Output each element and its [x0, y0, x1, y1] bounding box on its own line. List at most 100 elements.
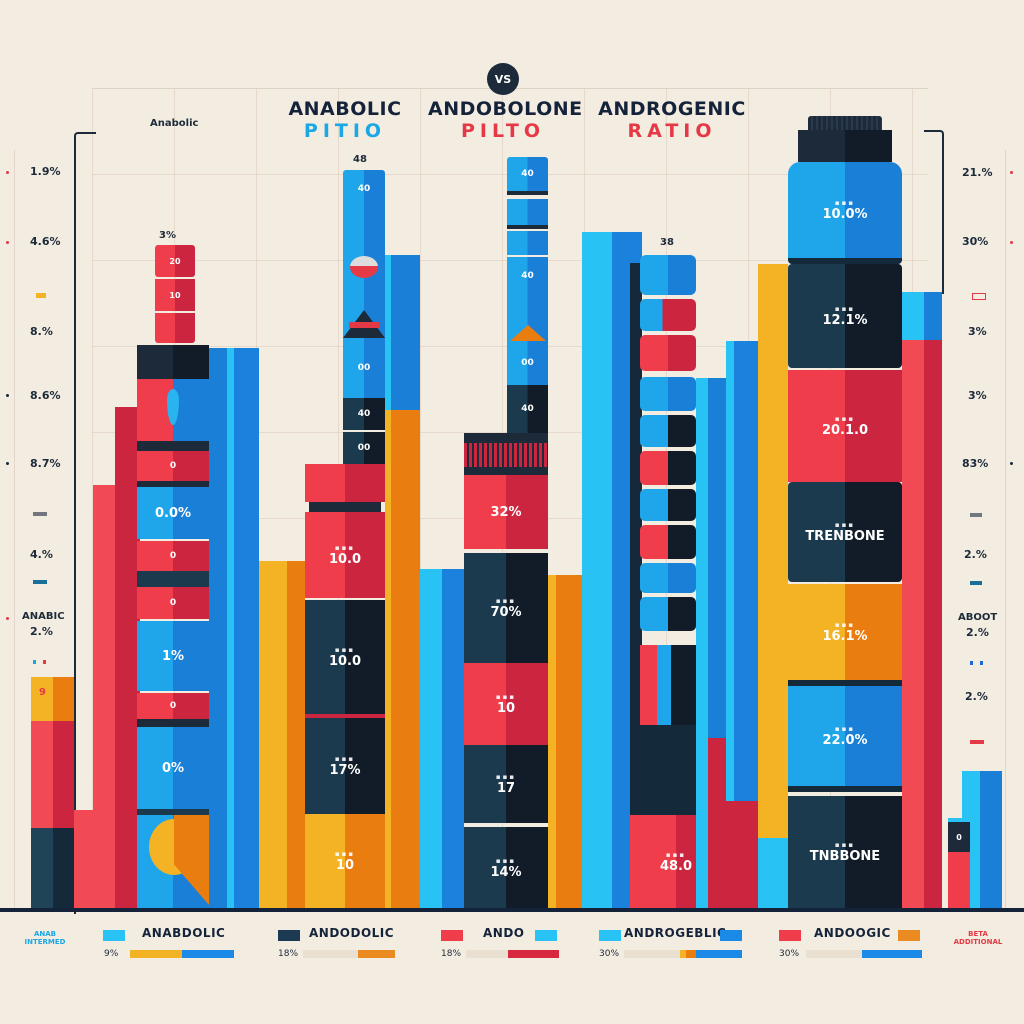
segment: 00	[343, 432, 385, 464]
bottle-cap	[464, 433, 548, 443]
right-axis-label: 3%	[968, 325, 987, 338]
segment: ▪▪▪ 12.1%	[788, 264, 902, 368]
bar-11[interactable]	[696, 378, 726, 909]
legend-value: 30%	[779, 949, 800, 959]
legend-swatch	[779, 930, 801, 941]
column-c-stack[interactable]: 40 40 00 40 32% ▪▪▪ 70% ▪▪▪ 10 ▪▪▪ 17 ▪▪▪ 14…	[464, 157, 548, 909]
divider	[137, 719, 209, 727]
legend-item-3[interactable]: ANDO 18%	[440, 922, 560, 972]
segment: ▪▪▪ TNBBONE	[788, 796, 902, 909]
column-top-label: 3%	[159, 230, 176, 241]
left-axis-line	[14, 150, 15, 910]
segment: 0	[137, 693, 209, 719]
bar-9[interactable]	[548, 575, 582, 909]
left-axis-label: 4.%	[30, 548, 53, 561]
bar-1[interactable]: 9	[31, 677, 74, 909]
title-line1: ANDOBOLONE	[428, 98, 583, 120]
segment	[155, 313, 195, 343]
left-axis-label: 8.6%	[30, 389, 61, 402]
right-bracket	[924, 130, 944, 294]
legend-label: ANABDOLIC	[142, 926, 226, 940]
segment: 40	[507, 157, 548, 195]
legend-item-1[interactable]: ANABDOLIC 9%	[100, 922, 240, 972]
capsule	[640, 415, 696, 447]
title-line2: PITIO	[303, 120, 387, 142]
legend-swatch	[535, 930, 557, 941]
left-bracket	[74, 132, 96, 914]
legend-bar	[130, 950, 234, 958]
segment: ▪▪▪ 20.1.0	[788, 370, 902, 482]
capsule	[640, 597, 696, 631]
capsule	[640, 489, 696, 521]
column-shadow	[630, 263, 642, 909]
legend-label: ANDODOLIC	[309, 926, 395, 940]
title-line1: ANABOLIC	[288, 98, 402, 120]
bar-14[interactable]	[902, 292, 942, 909]
drop-icon	[167, 389, 179, 425]
capsule	[640, 299, 696, 331]
legend-marker	[33, 660, 36, 664]
segment: ▪▪▪ TRENBONE	[788, 482, 902, 582]
pill-icon	[350, 256, 378, 278]
legend-swatch	[599, 930, 621, 941]
tick-dot	[6, 171, 9, 174]
right-axis-label: 2.%	[964, 548, 987, 561]
divider	[464, 467, 548, 475]
bar-7[interactable]	[385, 255, 420, 909]
segment: 10	[155, 279, 195, 311]
bar-4[interactable]	[115, 407, 140, 909]
legend-note-left: ANAB INTERMED	[24, 930, 66, 946]
segment: 32%	[464, 475, 548, 549]
bar-12[interactable]	[726, 341, 758, 909]
segment: 00	[343, 338, 385, 398]
tick-dot	[6, 241, 9, 244]
legend-label: ANDROGEBLIC	[624, 926, 727, 940]
legend-bar	[466, 950, 559, 958]
legend-marker	[972, 293, 986, 300]
legend-note-right: BETA ADDITIONAL	[953, 930, 1003, 946]
legend-marker	[970, 513, 982, 517]
divider	[137, 571, 209, 587]
segment: 1%	[137, 621, 209, 691]
tick-dot	[6, 617, 9, 620]
segment: 0	[137, 451, 209, 481]
segment: 40	[343, 398, 385, 430]
left-axis-label: 2.%	[30, 625, 53, 638]
legend-item-5[interactable]: ANDOOGIC 30%	[778, 922, 928, 972]
bar-13[interactable]	[758, 264, 788, 909]
column-d-stack[interactable]: 38 ▪▪▪ 48.0	[630, 237, 722, 909]
tick-dot	[1010, 241, 1013, 244]
bottle-cap-ridges	[464, 443, 548, 467]
legend-marker	[43, 660, 46, 664]
capsule	[640, 525, 696, 559]
bar-5[interactable]	[209, 348, 259, 909]
column-top-label: 48	[353, 154, 367, 165]
bottle-cap	[798, 130, 892, 162]
legend-value: 30%	[599, 949, 620, 959]
segment: ▪▪▪ 70%	[464, 553, 548, 663]
legend-item-2[interactable]: ANDODOLIC 18%	[275, 922, 400, 972]
bar-16[interactable]: 0	[948, 818, 970, 909]
corner-label: Anabolic	[150, 118, 199, 129]
segment: ▪▪▪ 17	[464, 745, 548, 823]
legend-swatch	[720, 930, 742, 941]
column-a-stack[interactable]: 3% 20 10 0 0.0% 0 0 1% 0 0%	[137, 230, 209, 909]
column-top-label: 38	[660, 237, 674, 248]
column-b-stack[interactable]: 48 40 00 40 00 ▪▪▪ 10.0 ▪▪▪ 10.0 ▪▪▪ 17% ▪▪…	[305, 154, 385, 909]
segment: ▪▪▪ 10	[305, 814, 385, 909]
segment: 40	[507, 385, 548, 433]
segment: ▪▪▪ 17%	[305, 718, 385, 814]
bar-6[interactable]	[259, 561, 305, 909]
segment: ▪▪▪ 10.0	[305, 512, 385, 598]
legend-swatch	[278, 930, 300, 941]
legend-item-4[interactable]: ANDROGEBLIC 30%	[598, 922, 748, 972]
left-axis-label: ANABIC	[22, 611, 65, 622]
column-e-stack[interactable]: ▪▪▪ 10.0% ▪▪▪ 12.1% ▪▪▪ 20.1.0 ▪▪▪ TRENBONE …	[788, 116, 902, 909]
legend-marker	[980, 661, 983, 665]
x-axis-baseline	[0, 908, 1024, 912]
bottle-body	[137, 379, 209, 441]
title-androgenic: ANDROGENIC RATIO	[592, 98, 752, 142]
segment: ▪▪▪ 22.0%	[788, 686, 902, 792]
segment	[507, 199, 548, 229]
bar-8[interactable]	[420, 569, 464, 909]
